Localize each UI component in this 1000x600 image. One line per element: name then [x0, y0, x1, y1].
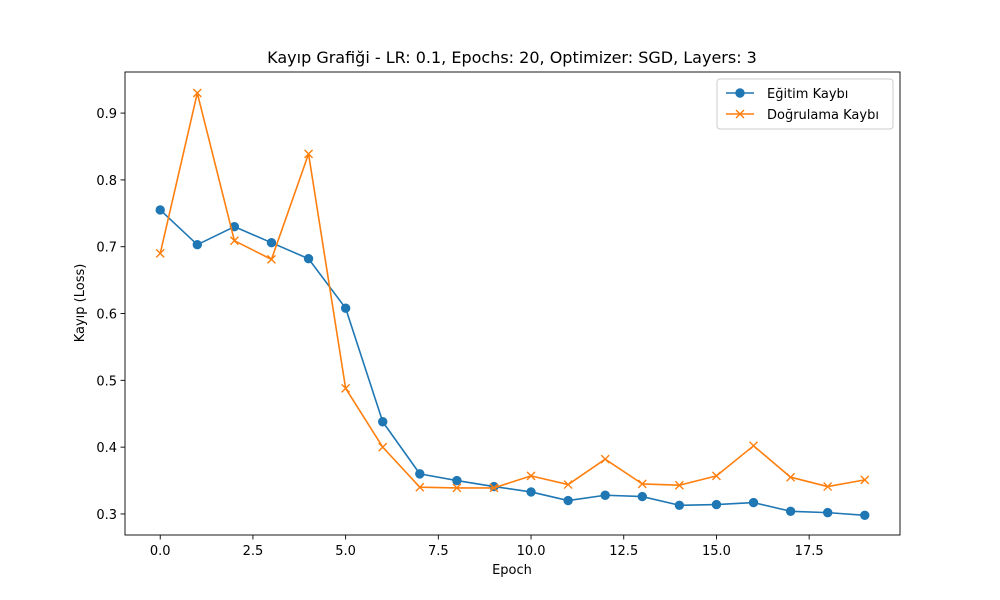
marker-stroke	[526, 471, 536, 481]
data-point-series-1-epoch-12	[600, 490, 610, 500]
data-point-series-2-epoch-8	[452, 483, 462, 493]
legend-box	[716, 78, 894, 130]
data-point-series-1-epoch-17	[785, 506, 796, 516]
marker-stroke	[489, 483, 499, 493]
data-point-series-2-epoch-9	[489, 483, 499, 493]
data-point-series-2-epoch-12	[600, 454, 610, 464]
data-point-series-1-epoch-1	[192, 240, 203, 250]
data-point-series-2-epoch-2	[229, 236, 239, 246]
marker-stroke	[749, 441, 759, 451]
data-point-series-1-epoch-3	[266, 238, 277, 248]
data-point-series-2-epoch-6	[378, 442, 388, 452]
marker-stroke	[600, 454, 610, 464]
marker-stroke	[637, 479, 647, 489]
data-point-series-2-epoch-7	[415, 482, 425, 492]
y-tick-label: 0.3	[96, 508, 117, 523]
data-point-series-1-epoch-0	[155, 205, 165, 215]
data-point-series-1-epoch-11	[563, 495, 573, 506]
data-point-series-2-epoch-19	[860, 475, 870, 485]
data-point-series-1-epoch-19	[860, 510, 870, 520]
data-point-series-2-epoch-1	[192, 88, 202, 98]
marker-stroke	[452, 483, 462, 493]
marker-stroke	[415, 482, 425, 492]
data-point-series-2-epoch-4	[304, 149, 314, 159]
marker-stroke	[341, 383, 351, 393]
marker-stroke	[229, 236, 239, 246]
x-tick-label: 15.0	[702, 544, 731, 559]
y-tick-label: 0.8	[96, 174, 117, 189]
marker-stroke	[786, 472, 796, 482]
legend-label-1: Eğitim Kaybı	[767, 87, 848, 102]
x-tick-label: 10.0	[517, 544, 546, 559]
y-axis-label: Kayıp (Loss)	[73, 264, 88, 343]
x-tick-label: 2.5	[243, 544, 264, 559]
data-point-series-2-epoch-13	[637, 479, 647, 489]
legend-label-2: Doğrulama Kaybı	[767, 108, 879, 123]
data-point-series-1-epoch-18	[822, 507, 833, 518]
marker-stroke	[304, 149, 314, 159]
data-point-series-1-epoch-15	[711, 499, 722, 510]
data-point-series-2-epoch-0	[155, 248, 165, 258]
data-point-series-1-epoch-13	[637, 491, 647, 502]
data-point-series-2-epoch-10	[526, 471, 536, 481]
x-axis-label: Epoch	[492, 563, 532, 578]
legend: Eğitim Kaybı Doğrulama Kaybı	[716, 78, 894, 130]
axes-frame	[124, 71, 901, 536]
plot-area: 0.0 2.5 5.0 7.5 10.0 12.5 15.0 17.5 0.3 0.4 0.5 0.6…	[96, 71, 901, 559]
data-point-series-1-epoch-10	[526, 487, 536, 497]
x-tick-label: 7.5	[428, 544, 449, 559]
data-point-series-2-epoch-15	[711, 471, 721, 481]
data-point-series-1-epoch-7	[415, 469, 425, 479]
y-tick-label: 0.6	[96, 308, 117, 323]
data-point-series-1-epoch-8	[452, 475, 462, 486]
y-tick-label: 0.5	[96, 374, 117, 389]
data-point-series-1-epoch-14	[674, 500, 685, 510]
legend-marker-2	[735, 109, 745, 119]
y-tick-label: 0.9	[96, 107, 117, 122]
marker-stroke	[378, 442, 388, 452]
marker-stroke	[155, 248, 165, 258]
data-point-series-2-epoch-3	[266, 254, 276, 264]
marker-stroke	[192, 88, 202, 98]
x-tick-label: 0.0	[150, 544, 171, 559]
marker-stroke	[711, 471, 721, 481]
marker-stroke	[674, 480, 684, 490]
marker-stroke	[735, 109, 745, 119]
data-point-series-2-epoch-18	[823, 482, 833, 492]
data-point-series-2-epoch-11	[563, 480, 573, 490]
x-tick-label: 5.0	[335, 544, 356, 559]
series-line-1	[159, 209, 865, 517]
marker-stroke	[860, 475, 870, 485]
marker-stroke	[823, 482, 833, 492]
data-point-series-1-epoch-6	[378, 417, 388, 427]
data-point-series-2-epoch-17	[786, 472, 796, 482]
data-point-series-2-epoch-5	[341, 383, 351, 393]
y-tick-label: 0.7	[96, 241, 117, 256]
data-point-series-2-epoch-14	[674, 480, 684, 490]
x-tick-label: 17.5	[795, 544, 824, 559]
marker-stroke	[563, 480, 573, 490]
data-point-series-2-epoch-16	[749, 441, 759, 451]
chart-title: Kayıp Grafiği - LR: 0.1, Epochs: 20, Opt…	[267, 48, 757, 67]
series-line-2	[159, 92, 865, 489]
data-point-series-1-epoch-5	[340, 303, 351, 313]
x-tick-label: 12.5	[609, 544, 638, 559]
legend-marker-1	[735, 88, 745, 98]
data-point-series-1-epoch-16	[748, 497, 759, 508]
y-tick-label: 0.4	[96, 441, 117, 456]
data-point-series-1-epoch-4	[303, 254, 314, 264]
marker-stroke	[266, 254, 276, 264]
